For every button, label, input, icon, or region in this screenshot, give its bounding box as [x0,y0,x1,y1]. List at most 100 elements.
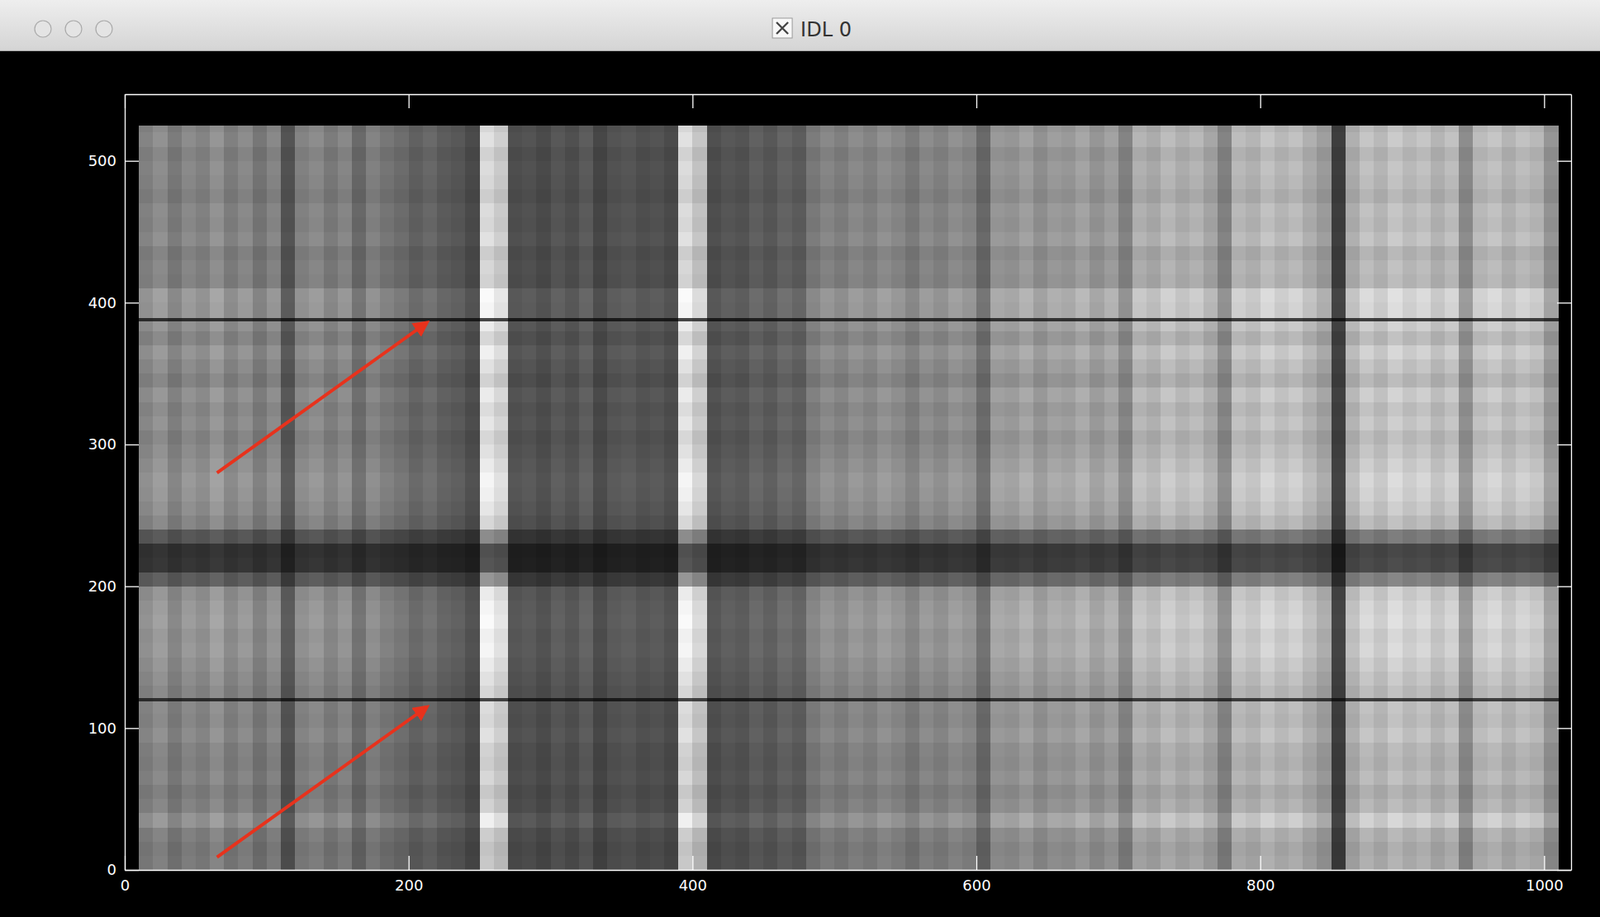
x-axis: 0 200 400 600 800 1000 [120,855,1572,894]
row-band [138,628,1558,643]
row-band [138,827,1558,842]
row-band [138,161,1558,176]
row-band [138,472,1558,487]
title-bar-border [0,50,1600,52]
axis-line [124,94,126,871]
tick-mark [124,586,139,588]
tick-mark [1557,161,1572,162]
row-band [138,416,1558,431]
row-band [138,444,1558,459]
tick: 100 [88,719,139,737]
row-band [138,770,1558,785]
tick [1557,727,1572,729]
row-band [138,529,1558,544]
row-band [138,727,1558,742]
tick-mark [408,94,410,109]
row-band [138,217,1558,232]
row-band [138,543,1558,558]
tick-mark [1557,444,1572,446]
tick-mark [124,727,139,729]
row-band [138,132,1558,147]
title-bar [0,0,1600,52]
window-background [0,51,1600,917]
tick-mark [124,444,139,446]
tick [1543,94,1545,109]
window: IDL 0 0 200 400 600 800 10000 100 200 300 400 500 [0,0,1600,917]
tick [408,94,410,109]
row-band [138,685,1558,698]
row-band [138,387,1558,402]
row-band [138,402,1558,417]
tick-mark [1543,855,1545,870]
window-button[interactable] [34,20,52,38]
row-band [138,614,1558,629]
tick: 200 [394,855,423,894]
tick-mark [692,855,694,870]
row-band [138,572,1558,587]
tick-label: 600 [962,876,991,894]
axis-line [125,94,1572,95]
row-band [138,260,1558,275]
tick [1557,869,1572,871]
row-band [138,784,1558,799]
tick-label: 100 [88,719,117,737]
row-band [138,487,1558,502]
axis-line [125,869,1572,871]
row-band [138,756,1558,771]
tick-label: 500 [88,151,117,170]
row-band [138,798,1558,813]
row-band [138,203,1558,218]
tick-label: 200 [88,577,117,595]
row-band [138,642,1558,657]
row-band [138,841,1558,856]
tick [1557,444,1572,446]
window-title: IDL 0 [800,18,852,42]
tick-mark [1557,586,1572,588]
row-band [138,318,1558,321]
axis-line [1571,94,1572,871]
row-band [138,345,1558,360]
icon-box [772,18,793,38]
row-band [138,175,1558,190]
row-band [138,742,1558,757]
tick-mark [408,855,410,870]
tick-mark [1543,94,1545,109]
row-band [138,501,1558,516]
row-band [138,246,1558,261]
tick: 200 [88,577,139,595]
y-axis: 0100200300400500 [88,94,139,879]
tick-mark [124,161,139,162]
row-band [138,359,1558,374]
tick [1557,161,1572,162]
row-band [138,697,1558,701]
tick [1557,302,1572,304]
row-band [138,288,1558,303]
y-axis-right [1557,94,1572,871]
window-button[interactable] [65,20,82,38]
tick-label: 0 [120,876,130,894]
row-band [138,125,1558,133]
tick-mark [1260,94,1262,109]
tick-mark [976,855,978,870]
tick: 800 [1246,855,1275,894]
tick [976,94,978,109]
row-band [138,657,1558,672]
row-band [138,189,1558,204]
tick: 400 [678,855,708,894]
arrow [217,322,428,473]
x11-icon [772,18,793,38]
row-band [138,586,1558,601]
tick-mark [124,302,139,304]
tick-label: 300 [88,435,117,453]
row-band [138,515,1558,530]
row-band [138,812,1558,827]
tick-label: 1000 [1525,876,1564,894]
annotation-arrows [217,322,428,857]
row-band [138,701,1558,714]
row-band [138,232,1558,247]
row-band [138,557,1558,572]
tick [1557,586,1572,588]
window-button[interactable] [95,20,113,38]
row-band [138,430,1558,445]
tick-mark [124,869,139,871]
